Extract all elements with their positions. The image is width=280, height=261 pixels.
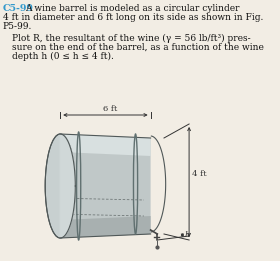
Text: Plot R, the resultant of the wine (γ = 56 lb/ft³) pres-: Plot R, the resultant of the wine (γ = 5… bbox=[12, 34, 250, 43]
Text: h: h bbox=[185, 231, 190, 239]
Text: 4 ft: 4 ft bbox=[192, 170, 206, 178]
Polygon shape bbox=[60, 134, 151, 238]
Text: depth h (0 ≤ h ≤ 4 ft).: depth h (0 ≤ h ≤ 4 ft). bbox=[12, 52, 114, 61]
Text: P5-99.: P5-99. bbox=[3, 22, 32, 31]
Polygon shape bbox=[60, 134, 151, 156]
Text: C5-99: C5-99 bbox=[3, 4, 33, 13]
Polygon shape bbox=[60, 216, 151, 238]
Ellipse shape bbox=[45, 134, 75, 238]
Polygon shape bbox=[60, 134, 75, 238]
Text: A wine barrel is modeled as a circular cylinder: A wine barrel is modeled as a circular c… bbox=[25, 4, 240, 13]
Text: 4 ft in diameter and 6 ft long on its side as shown in Fig.: 4 ft in diameter and 6 ft long on its si… bbox=[3, 13, 263, 22]
Text: 6 ft: 6 ft bbox=[103, 105, 118, 113]
Text: sure on the end of the barrel, as a function of the wine: sure on the end of the barrel, as a func… bbox=[12, 43, 263, 52]
